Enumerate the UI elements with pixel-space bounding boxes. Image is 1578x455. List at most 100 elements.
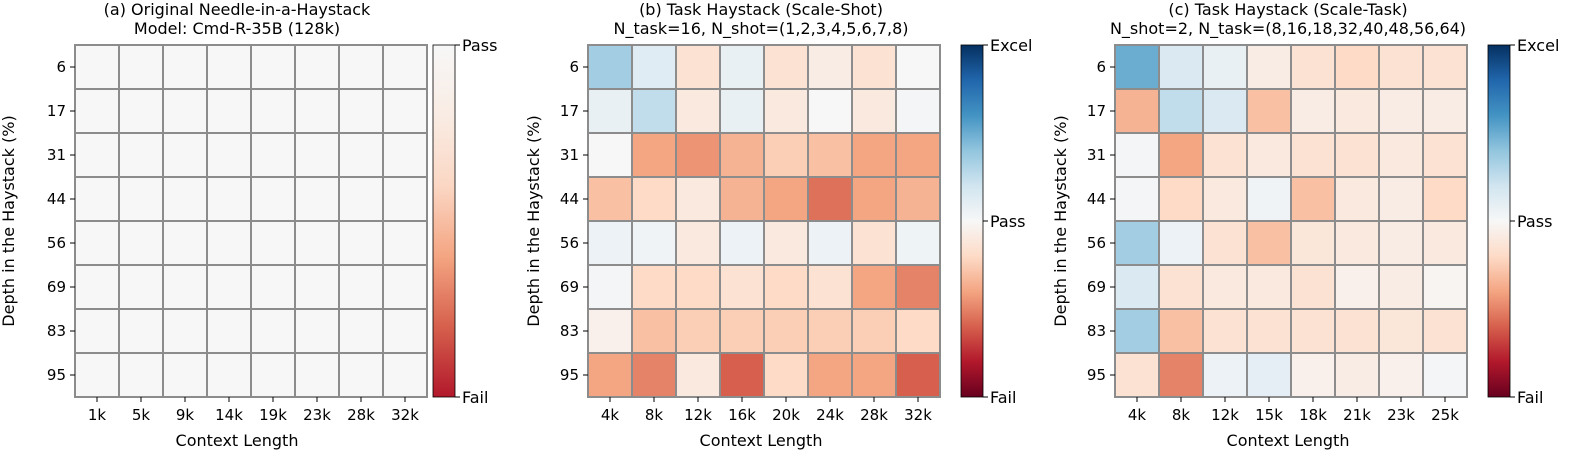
panel-b-title-line1: (b) Task Haystack (Scale-Shot) <box>639 0 883 19</box>
panel-b-cell-r5-c1 <box>632 265 676 309</box>
panel-a-title-line1: (a) Original Needle-in-a-Haystack <box>104 0 371 19</box>
panel-a-cell-r0-c4 <box>251 45 295 89</box>
panel-a-cell-r2-c1 <box>119 133 163 177</box>
panel-a-cell-r2-c3 <box>207 133 251 177</box>
panel-a-x-tick-label: 32k <box>391 406 419 424</box>
panel-c-cell-r2-c6 <box>1379 133 1423 177</box>
panel-c-cell-r7-c5 <box>1335 353 1379 397</box>
panel-a-cell-r3-c6 <box>339 177 383 221</box>
panel-b-cell-r7-c7 <box>896 353 940 397</box>
panel-c-cell-r6-c6 <box>1379 309 1423 353</box>
panel-c-y-ticks: 6 17 31 44 56 69 83 95 <box>1087 58 1115 384</box>
panel-b-cell-r0-c1 <box>632 45 676 89</box>
panel-c-cell-r3-c6 <box>1379 177 1423 221</box>
panel-b-cell-r7-c4 <box>764 353 808 397</box>
panel-a-x-tick-label: 19k <box>259 406 287 424</box>
panel-b-x-axis-label: Context Length <box>700 431 823 450</box>
panel-c-colorbar-top-label: Excel <box>1517 36 1559 55</box>
panel-a-cell-r0-c1 <box>119 45 163 89</box>
panel-b-x-tick-label: 12k <box>684 406 712 424</box>
panel-b-cell-r1-c0 <box>588 89 632 133</box>
panel-b-cell-r0-c6 <box>852 45 896 89</box>
panel-c-cell-r5-c1 <box>1159 265 1203 309</box>
panel-c-cell-r7-c3 <box>1247 353 1291 397</box>
panel-c-cell-r4-c6 <box>1379 221 1423 265</box>
panel-b-x-ticks: 4k 8k 12k 16k 20k 24k 28k 32k <box>601 397 932 424</box>
panel-a-y-tick-label: 17 <box>47 102 66 120</box>
panel-b-colorbar <box>961 45 983 397</box>
panel-b-cell-r1-c4 <box>764 89 808 133</box>
panel-c-cell-r1-c1 <box>1159 89 1203 133</box>
panel-a-y-ticks: 6 17 31 44 56 69 83 95 <box>47 58 75 384</box>
panel-c-cell-r6-c1 <box>1159 309 1203 353</box>
panel-c-cell-r2-c2 <box>1203 133 1247 177</box>
panel-b-cell-r4-c1 <box>632 221 676 265</box>
panel-a-cell-r5-c5 <box>295 265 339 309</box>
panel-b-cell-r2-c6 <box>852 133 896 177</box>
panel-b-cell-r3-c7 <box>896 177 940 221</box>
panel-a-cell-r2-c5 <box>295 133 339 177</box>
panel-c-cell-r1-c0 <box>1115 89 1159 133</box>
panel-a-cell-r7-c4 <box>251 353 295 397</box>
panel-c-y-tick-label: 95 <box>1087 366 1106 384</box>
panel-a-cell-r6-c6 <box>339 309 383 353</box>
panel-b-cell-r1-c6 <box>852 89 896 133</box>
panel-a: (a) Original Needle-in-a-Haystack Model:… <box>0 0 497 450</box>
panel-c-cell-r4-c2 <box>1203 221 1247 265</box>
panel-b-cell-r4-c6 <box>852 221 896 265</box>
panel-c-cell-r3-c0 <box>1115 177 1159 221</box>
panel-a-cell-r2-c7 <box>383 133 427 177</box>
panel-c-cell-r4-c0 <box>1115 221 1159 265</box>
panel-c-cell-r3-c2 <box>1203 177 1247 221</box>
panel-a-cell-r7-c0 <box>75 353 119 397</box>
panel-a-cell-r0-c6 <box>339 45 383 89</box>
panel-b-y-tick-label: 83 <box>560 322 579 340</box>
panel-a-cell-r0-c7 <box>383 45 427 89</box>
panel-a-cell-r4-c6 <box>339 221 383 265</box>
panel-c-cell-r3-c5 <box>1335 177 1379 221</box>
panel-c-cell-r7-c6 <box>1379 353 1423 397</box>
panel-b-cell-r1-c7 <box>896 89 940 133</box>
panel-b-cell-r6-c5 <box>808 309 852 353</box>
panel-c-cell-r1-c7 <box>1423 89 1467 133</box>
panel-b-x-tick-label: 4k <box>601 406 620 424</box>
panel-a-x-axis-label: Context Length <box>176 431 299 450</box>
panel-c-y-tick-label: 83 <box>1087 322 1106 340</box>
panel-a-cell-r1-c3 <box>207 89 251 133</box>
panel-c-colorbar-bottom-label: Fail <box>1517 388 1543 407</box>
panel-c-cell-r3-c7 <box>1423 177 1467 221</box>
panel-c-cell-r2-c7 <box>1423 133 1467 177</box>
panel-b-cell-r3-c5 <box>808 177 852 221</box>
panel-a-x-ticks: 1k 5k 9k 14k 19k 23k 28k 32k <box>88 397 419 424</box>
panel-b-cell-r0-c2 <box>676 45 720 89</box>
panel-a-cell-r6-c0 <box>75 309 119 353</box>
panel-c-colorbar <box>1488 45 1510 397</box>
panel-c-x-tick-label: 15k <box>1255 406 1283 424</box>
panel-a-cell-r1-c7 <box>383 89 427 133</box>
panel-c-cell-r0-c6 <box>1379 45 1423 89</box>
panel-c-cell-r5-c4 <box>1291 265 1335 309</box>
panel-b-cell-r6-c7 <box>896 309 940 353</box>
panel-a-cells <box>75 45 427 397</box>
panel-b-x-tick-label: 20k <box>772 406 800 424</box>
panel-c-y-tick-label: 6 <box>1096 58 1106 76</box>
panel-a-cell-r4-c0 <box>75 221 119 265</box>
panel-b-cell-r4-c7 <box>896 221 940 265</box>
panel-b-cell-r7-c6 <box>852 353 896 397</box>
panel-b-cell-r0-c5 <box>808 45 852 89</box>
panel-b-cell-r4-c3 <box>720 221 764 265</box>
panel-c-cell-r7-c2 <box>1203 353 1247 397</box>
panel-a-cell-r5-c1 <box>119 265 163 309</box>
panel-b-cell-r5-c6 <box>852 265 896 309</box>
panel-a-y-tick-label: 83 <box>47 322 66 340</box>
panel-c-cell-r1-c4 <box>1291 89 1335 133</box>
panel-b-cell-r4-c2 <box>676 221 720 265</box>
panel-b-cell-r1-c2 <box>676 89 720 133</box>
panel-c-cell-r0-c0 <box>1115 45 1159 89</box>
panel-c-cell-r5-c5 <box>1335 265 1379 309</box>
panel-b-cell-r2-c1 <box>632 133 676 177</box>
panel-c-cell-r4-c5 <box>1335 221 1379 265</box>
panel-b-title-line2: N_task=16, N_shot=(1,2,3,4,5,6,7,8) <box>613 19 908 39</box>
panel-b-colorbar-top-label: Excel <box>990 36 1032 55</box>
panel-c-y-tick-label: 44 <box>1087 190 1106 208</box>
